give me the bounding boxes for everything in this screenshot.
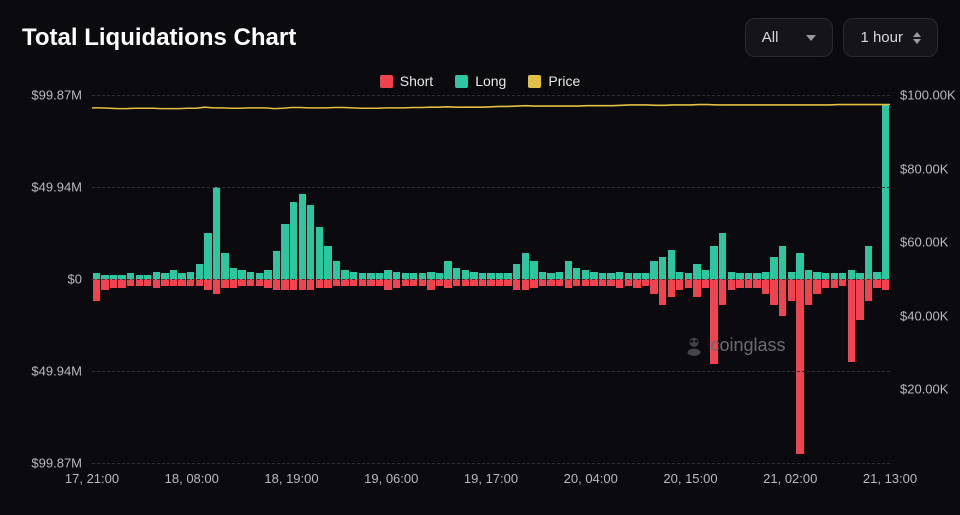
legend-swatch-long: [455, 75, 468, 88]
legend-swatch-price: [528, 75, 541, 88]
y-right-label: $100.00K: [900, 88, 956, 103]
y-right-label: $40.00K: [900, 308, 948, 323]
grid-line: [92, 279, 890, 280]
x-label: 21, 02:00: [763, 471, 817, 486]
y-left-label: $99.87M: [31, 88, 82, 103]
y-left-label: $49.94M: [31, 179, 82, 194]
grid-line: [92, 187, 890, 188]
controls: All 1 hour: [745, 18, 938, 57]
legend-item-price[interactable]: Price: [528, 73, 580, 89]
filter-select[interactable]: All: [745, 18, 834, 57]
chevron-down-icon: [806, 35, 816, 41]
watermark: coinglass: [683, 334, 786, 356]
x-label: 18, 08:00: [165, 471, 219, 486]
legend-label-short: Short: [400, 73, 433, 89]
filter-select-label: All: [762, 29, 779, 46]
chart: coinglass $99.87M$49.94M$0$49.94M$99.87M…: [0, 95, 960, 491]
grid-line: [92, 95, 890, 96]
y-left-label: $0: [68, 272, 82, 287]
grid-line: [92, 463, 890, 464]
coinglass-icon: [683, 334, 705, 356]
legend-label-price: Price: [548, 73, 580, 89]
x-label: 20, 04:00: [564, 471, 618, 486]
legend: Short Long Price: [0, 73, 960, 89]
legend-item-short[interactable]: Short: [380, 73, 433, 89]
interval-select[interactable]: 1 hour: [843, 18, 938, 57]
plot-area[interactable]: coinglass $99.87M$49.94M$0$49.94M$99.87M…: [92, 95, 890, 463]
interval-select-label: 1 hour: [860, 29, 903, 46]
x-label: 20, 15:00: [663, 471, 717, 486]
header: Total Liquidations Chart All 1 hour: [0, 0, 960, 67]
page-title: Total Liquidations Chart: [22, 24, 296, 52]
y-left-label: $49.94M: [31, 364, 82, 379]
x-label: 18, 19:00: [264, 471, 318, 486]
y-right-label: $80.00K: [900, 161, 948, 176]
legend-label-long: Long: [475, 73, 506, 89]
grid-line: [92, 371, 890, 372]
legend-swatch-short: [380, 75, 393, 88]
x-label: 19, 06:00: [364, 471, 418, 486]
legend-item-long[interactable]: Long: [455, 73, 506, 89]
x-label: 21, 13:00: [863, 471, 917, 486]
stepper-icon: [913, 32, 921, 44]
y-right-label: $60.00K: [900, 235, 948, 250]
x-label: 17, 21:00: [65, 471, 119, 486]
watermark-text: coinglass: [711, 335, 786, 356]
x-label: 19, 17:00: [464, 471, 518, 486]
y-left-label: $99.87M: [31, 456, 82, 471]
y-right-label: $20.00K: [900, 382, 948, 397]
